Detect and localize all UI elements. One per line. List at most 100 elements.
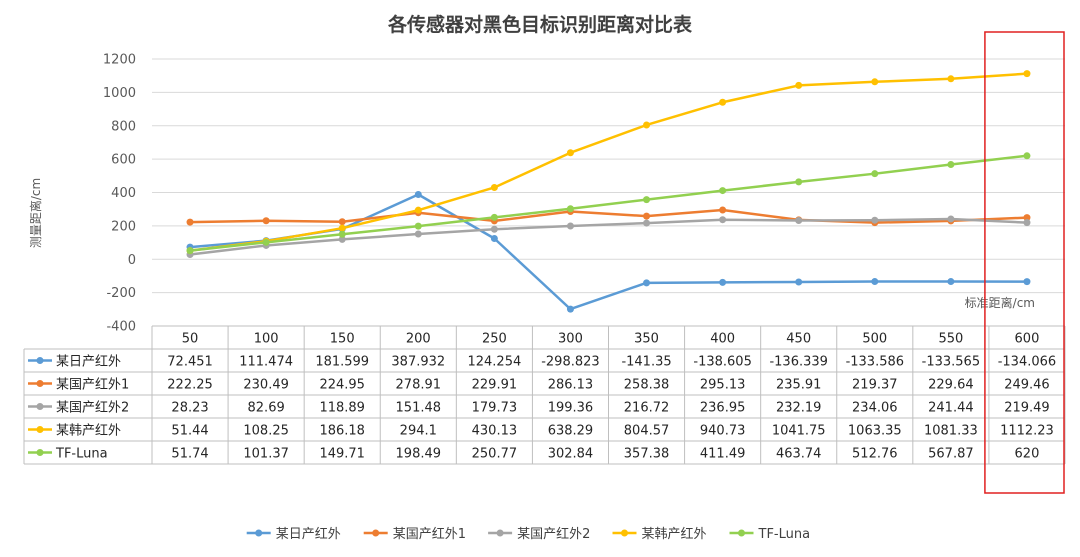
data-point	[719, 98, 727, 106]
y-tick-label: -200	[106, 286, 136, 301]
data-point	[871, 78, 879, 86]
table-cell: 151.48	[396, 401, 442, 416]
data-point	[1023, 214, 1031, 222]
series-line	[190, 208, 1028, 224]
y-tick-label: 1000	[103, 86, 136, 101]
y-tick-label: -400	[106, 320, 136, 335]
x-tick-label: 250	[482, 332, 507, 347]
data-point	[490, 235, 498, 243]
data-point	[947, 278, 955, 286]
data-point	[338, 218, 346, 226]
legend-marker	[255, 529, 263, 537]
data-point	[262, 238, 270, 246]
data-point	[490, 213, 498, 221]
table-cell: 236.95	[700, 401, 746, 416]
table-cell: 302.84	[548, 447, 594, 462]
data-point	[566, 222, 574, 230]
row-legend-marker	[36, 357, 44, 364]
table-cell: 249.46	[1004, 378, 1050, 393]
table-cell: 199.36	[548, 401, 594, 416]
table-cell: 111.474	[239, 355, 293, 370]
table-cell: 82.69	[248, 401, 285, 416]
table-cell: 250.77	[472, 447, 518, 462]
y-tick-label: 0	[128, 253, 136, 268]
x-tick-label: 50	[182, 332, 199, 347]
table-cell: 229.91	[472, 378, 518, 393]
series-line	[189, 154, 1028, 252]
table-cell: 149.71	[319, 447, 365, 462]
row-legend-marker	[36, 449, 44, 456]
series-line	[189, 217, 1028, 256]
data-point	[186, 218, 194, 226]
y-tick-label: 800	[111, 119, 136, 134]
data-table: 50 100 150 200 250 300 350 400 450 500 550 600 某日产红外…	[23, 325, 1066, 465]
table-cell: 258.38	[624, 378, 670, 393]
data-point	[947, 215, 955, 223]
table-cell: 286.13	[548, 378, 594, 393]
table-row-name: 某国产红外1	[56, 377, 129, 393]
data-point	[566, 149, 574, 157]
data-point	[490, 183, 498, 191]
data-point	[414, 206, 422, 214]
data-point	[414, 222, 422, 230]
table-cell: 387.932	[391, 355, 445, 370]
table-cell: 234.06	[852, 401, 898, 416]
data-point	[719, 278, 727, 286]
data-point	[795, 178, 803, 186]
data-point	[643, 196, 651, 204]
data-point	[186, 247, 194, 255]
table-cell: 567.87	[928, 447, 974, 462]
legend: 某日产红外 某国产红外1 某国产红外2 某韩产红外 TF-Luna	[246, 526, 811, 542]
table-cell: -298.823	[541, 355, 599, 370]
table-cell: -133.586	[846, 355, 904, 370]
data-point	[795, 278, 803, 286]
series-lines	[186, 70, 1031, 313]
table-cell: 357.38	[624, 447, 670, 462]
table-cell: 198.49	[396, 447, 442, 462]
table-row-name: 某国产红外2	[56, 400, 129, 416]
data-point	[1023, 278, 1031, 286]
data-point	[719, 216, 727, 224]
x-tick-label: 450	[786, 332, 811, 347]
data-point	[871, 278, 879, 286]
table-cell: 1063.35	[848, 424, 902, 439]
table-cell: 51.74	[171, 447, 208, 462]
table-cell: -133.565	[922, 355, 980, 370]
data-point	[338, 235, 346, 243]
table-cell: 1081.33	[924, 424, 978, 439]
x-tick-label: 600	[1015, 332, 1040, 347]
table-cell: 638.29	[548, 424, 594, 439]
table-cell: 224.95	[319, 378, 365, 393]
table-cell: -141.35	[621, 355, 671, 370]
table-cell: 230.49	[243, 378, 289, 393]
table-row-name: 某日产红外	[56, 354, 121, 370]
data-point	[414, 191, 422, 199]
table-cell: 186.18	[319, 424, 365, 439]
x-tick-label: 400	[710, 332, 735, 347]
legend-label: TF-Luna	[758, 527, 811, 542]
table-cell: 1041.75	[772, 424, 826, 439]
x-axis-label: 标准距离/cm	[965, 295, 1035, 310]
y-tick-label: 1200	[103, 53, 136, 68]
table-cell: 294.1	[400, 424, 437, 439]
table-cell: 940.73	[700, 424, 746, 439]
data-point	[566, 305, 574, 313]
data-point	[490, 225, 498, 233]
row-legend-marker	[36, 403, 44, 410]
data-point	[719, 206, 727, 214]
legend-marker	[621, 529, 628, 537]
table-cell: 512.76	[852, 447, 898, 462]
data-point	[719, 187, 727, 195]
table-cell: -134.066	[998, 355, 1056, 370]
legend-label: 某日产红外	[276, 526, 341, 542]
y-tick-label: 600	[111, 153, 136, 168]
table-cell: 1112.23	[1000, 424, 1054, 439]
x-tick-label: 300	[558, 332, 583, 347]
table-cell: 72.451	[167, 355, 213, 370]
table-cell: 219.49	[1004, 401, 1050, 416]
data-point	[1023, 70, 1031, 78]
table-row-name: 某韩产红外	[56, 423, 121, 439]
table-cell: 232.19	[776, 401, 822, 416]
table-cell: 124.254	[467, 355, 521, 370]
